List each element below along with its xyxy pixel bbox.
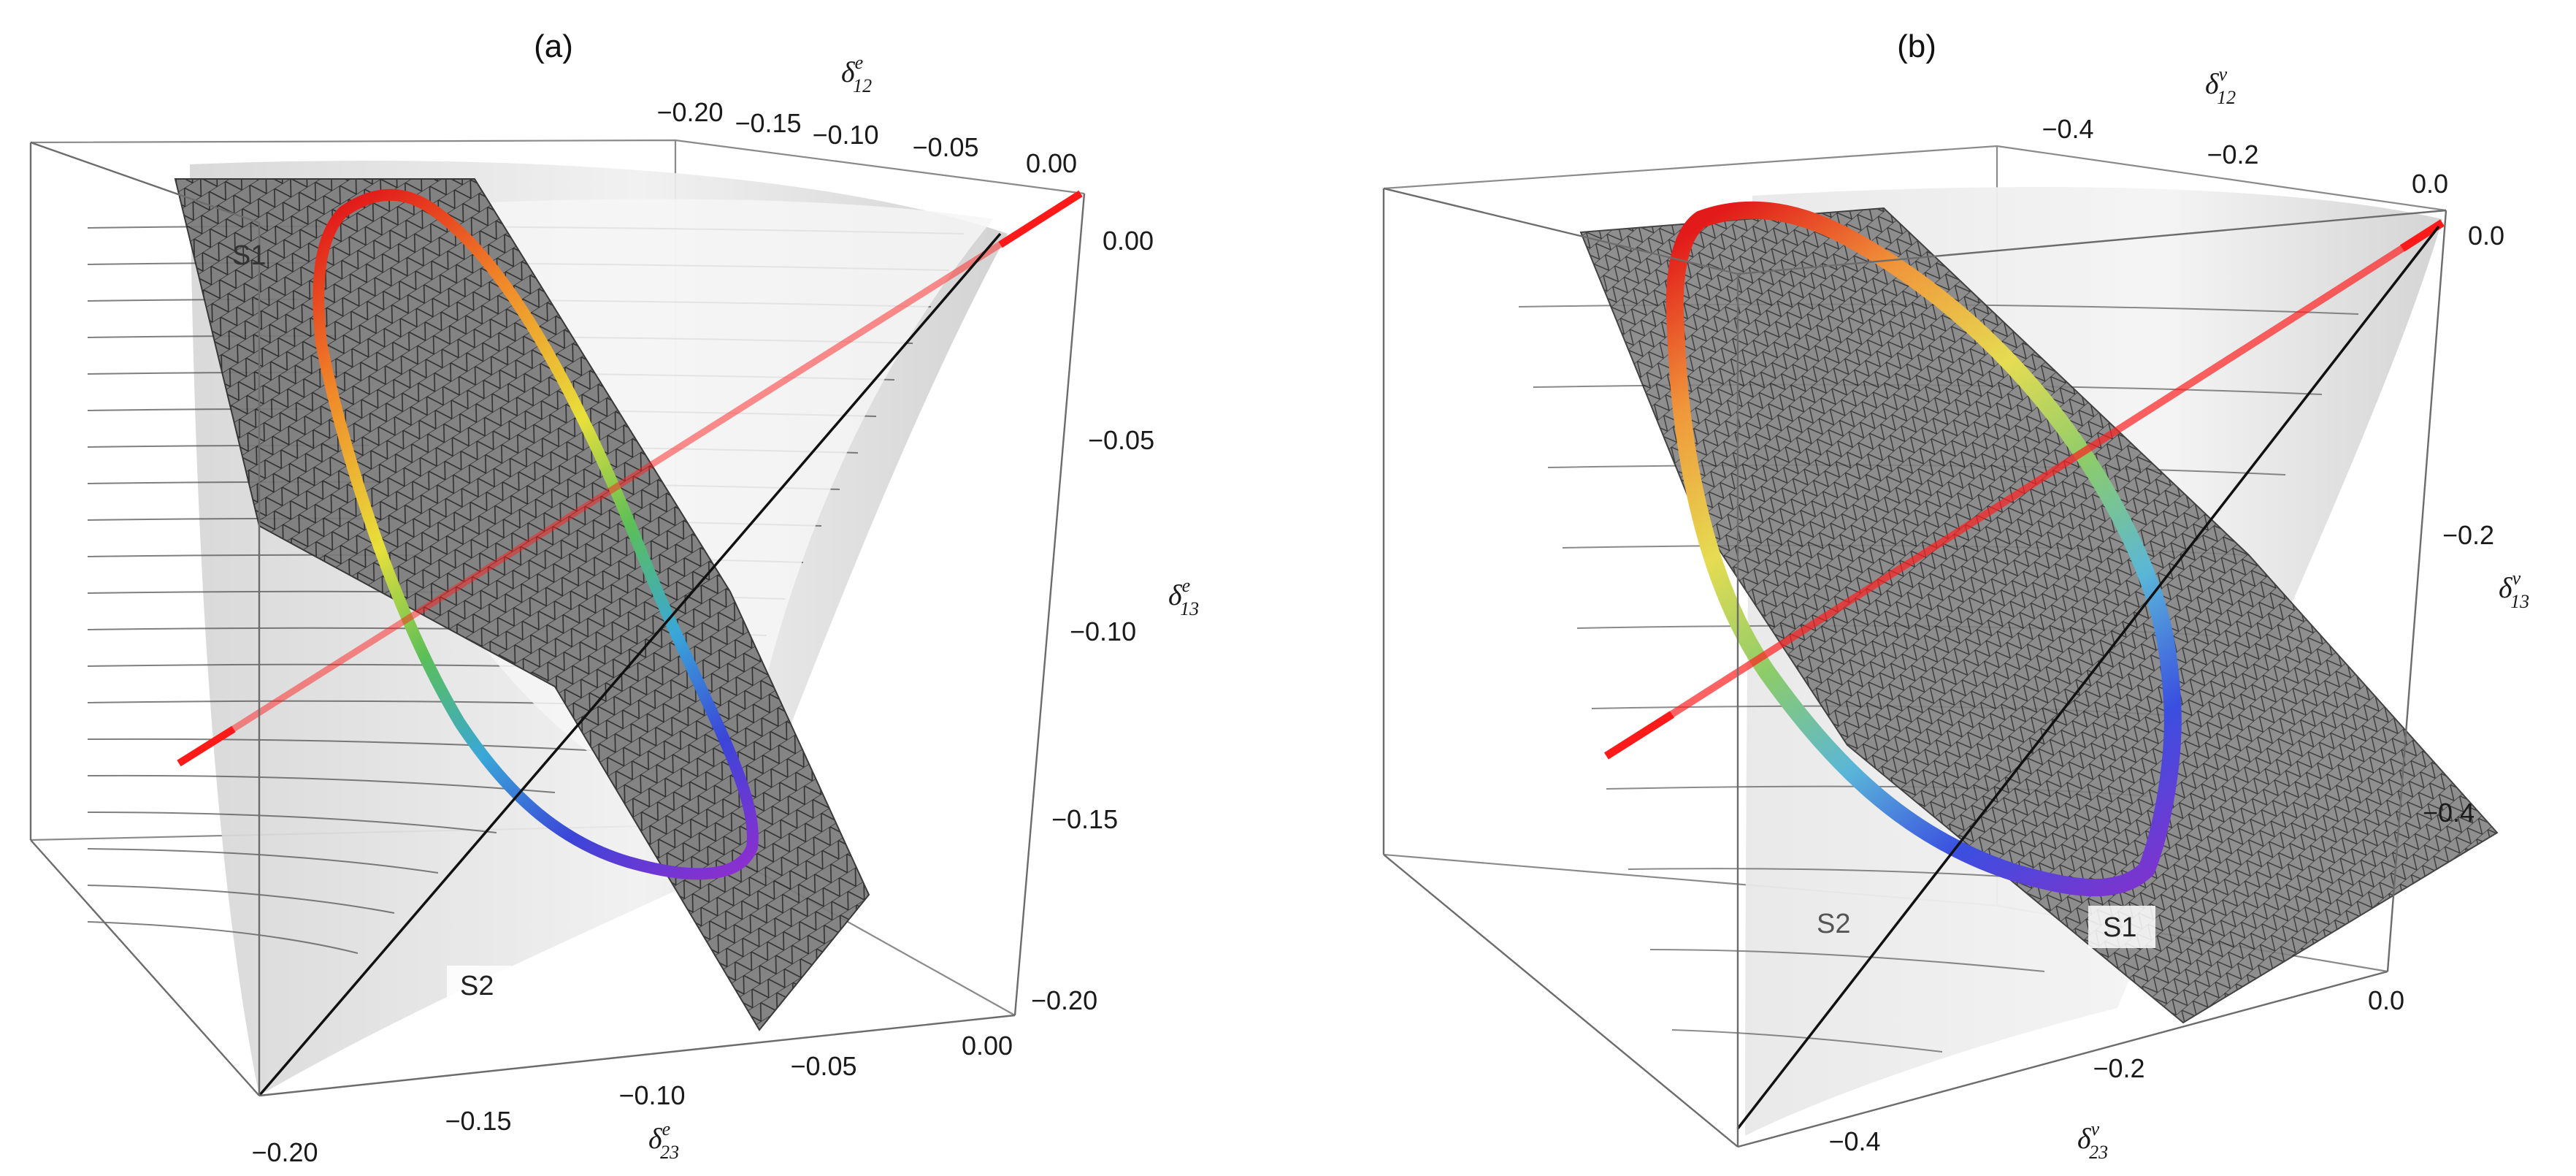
panel-b-axis-x-label: δν 12 — [2205, 64, 2236, 108]
panel-a-axis-z-ticks: 0.00 −0.05 −0.10 −0.15 −0.20 — [1031, 226, 1154, 1015]
tick: 0.00 — [1103, 226, 1154, 256]
tick: −0.2 — [2442, 520, 2494, 550]
tick: −0.10 — [812, 120, 878, 150]
tick: −0.4 — [2423, 798, 2475, 828]
panel-b-axis-x-ticks: −0.4 −0.2 0.0 — [2042, 114, 2448, 199]
panel-a-black-diagonal — [258, 232, 1002, 1097]
panel-b-title: (b) — [1897, 28, 1936, 64]
panel-a-axis-y-ticks: 0.00 −0.05 −0.10 −0.15 −0.20 — [251, 1031, 1013, 1167]
panel-a-plane-s1 — [174, 178, 870, 1031]
tick: −0.05 — [1088, 425, 1154, 455]
tick: −0.10 — [1070, 616, 1136, 646]
tick: 0.0 — [2468, 221, 2504, 251]
panel-b-axis-y-ticks: 0.0 −0.2 −0.4 — [1828, 985, 2404, 1156]
tick: −0.20 — [656, 97, 723, 127]
panel-a-red-diagonal — [177, 191, 1083, 766]
panel-b-axis-y-label: δν 23 — [2077, 1118, 2108, 1163]
tick: 0.00 — [962, 1031, 1013, 1061]
tick: −0.05 — [790, 1051, 856, 1081]
tick: −0.2 — [2093, 1053, 2144, 1083]
panel-a-label-s2: S2 — [460, 971, 494, 1001]
panel-b-plane-s1 — [1579, 207, 2499, 1024]
panel-b-black-diagonal — [1736, 225, 2440, 1130]
tick: −0.10 — [618, 1080, 685, 1110]
tick: −0.4 — [2042, 114, 2093, 144]
panel-b-axis-z-label: δν 13 — [2499, 568, 2529, 612]
tick: −0.4 — [1828, 1126, 1880, 1156]
tick: −0.15 — [445, 1106, 511, 1136]
panel-b-intersection-curve — [1665, 201, 2182, 897]
panel-a-red-diagonal-ends — [177, 190, 1083, 767]
panel-b-label-s2: S2 — [1817, 909, 1850, 939]
panel-b-red-diagonal-ends — [1604, 219, 2445, 760]
panel-b-label-s1: S1 — [2103, 912, 2136, 943]
panel-a-axis-x-label: δe 12 — [841, 52, 872, 96]
panel-b-box-front — [1382, 187, 2447, 1148]
panel-a-label-s2-bg — [447, 966, 511, 1005]
panel-a-box-front — [29, 141, 1086, 1097]
panel-b-axis-z-ticks: 0.0 −0.2 −0.4 — [2423, 221, 2504, 828]
tick: −0.15 — [735, 108, 801, 138]
panel-a-axis-y-label: δe 23 — [648, 1118, 679, 1163]
panel-a-title: (a) — [534, 28, 573, 64]
panel-b-red-diagonal — [1604, 219, 2445, 760]
panel-a-axis-x-ticks: −0.20 −0.15 −0.10 −0.05 0.00 — [656, 97, 1077, 178]
panel-b: (b) — [1382, 28, 2529, 1163]
panel-a: (a) — [29, 28, 1199, 1167]
tick: −0.20 — [1031, 985, 1097, 1015]
tick: −0.05 — [912, 132, 978, 162]
panel-a-label-s1: S1 — [232, 240, 266, 271]
tick: 0.0 — [2412, 169, 2448, 199]
panel-a-intersection-curve — [313, 188, 759, 880]
tick: 0.00 — [1026, 148, 1077, 178]
panel-a-axis-z-label: δe 13 — [1168, 575, 1199, 619]
tick: 0.0 — [2368, 985, 2404, 1015]
panel-b-label-s1-bg — [2088, 906, 2155, 948]
tick: −0.15 — [1051, 804, 1118, 834]
tick: −0.20 — [251, 1137, 318, 1167]
tick: −0.2 — [2207, 140, 2258, 169]
